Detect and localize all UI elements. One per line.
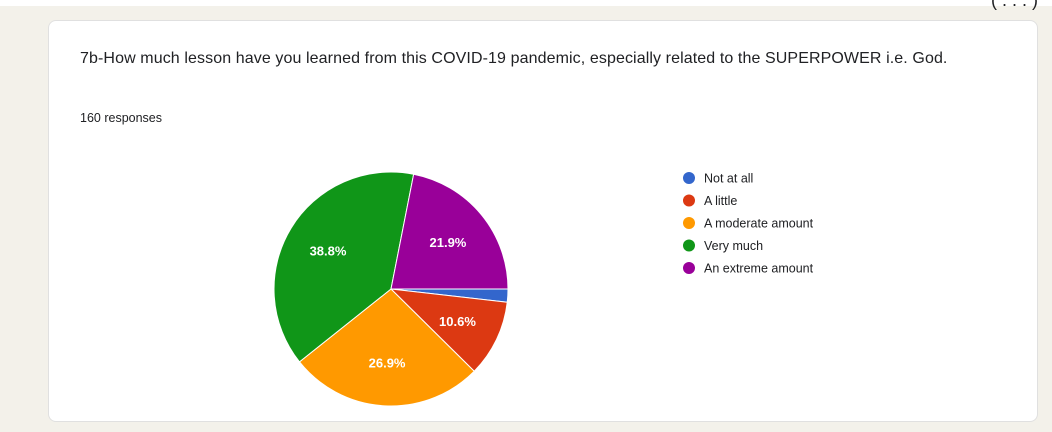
pie-slices bbox=[273, 171, 509, 407]
pie-chart: 10.6% 26.9% 38.8% 21.9% Not at all A little A… bbox=[273, 171, 814, 407]
cut-off-header-text: ( . . . ) bbox=[991, 0, 1038, 10]
legend-swatch bbox=[683, 239, 695, 252]
pie-slice-very-much[interactable] bbox=[273, 171, 415, 363]
legend-label: An extreme amount bbox=[704, 262, 814, 276]
question-title: 7b-How much lesson have you learned from… bbox=[80, 50, 948, 67]
slice-value-label: 38.8% bbox=[310, 244, 347, 259]
legend-label: Not at all bbox=[704, 172, 753, 186]
legend-swatch bbox=[683, 172, 695, 184]
slice-value-label: 26.9% bbox=[369, 356, 406, 371]
pie-slice-a-moderate-amount[interactable] bbox=[298, 288, 475, 407]
pie-slice-a-little[interactable] bbox=[389, 288, 508, 372]
legend-swatch bbox=[683, 217, 695, 229]
question-card: 7b-How much lesson have you learned from… bbox=[48, 20, 1038, 422]
legend-swatch bbox=[683, 262, 695, 274]
pie-labels: 10.6% 26.9% 38.8% 21.9% bbox=[310, 235, 477, 370]
pie-slice-an-extreme-amount[interactable] bbox=[390, 173, 509, 290]
slice-value-label: 10.6% bbox=[439, 314, 476, 329]
legend: Not at all A little A moderate amount Very … bbox=[683, 172, 814, 276]
response-count: 160 responses bbox=[80, 111, 163, 125]
legend-label: A little bbox=[704, 194, 737, 208]
legend-swatch bbox=[683, 194, 695, 207]
legend-label: Very much bbox=[704, 239, 763, 253]
slice-value-label: 21.9% bbox=[430, 235, 467, 250]
legend-label: A moderate amount bbox=[704, 217, 814, 231]
top-strip bbox=[0, 0, 1052, 6]
